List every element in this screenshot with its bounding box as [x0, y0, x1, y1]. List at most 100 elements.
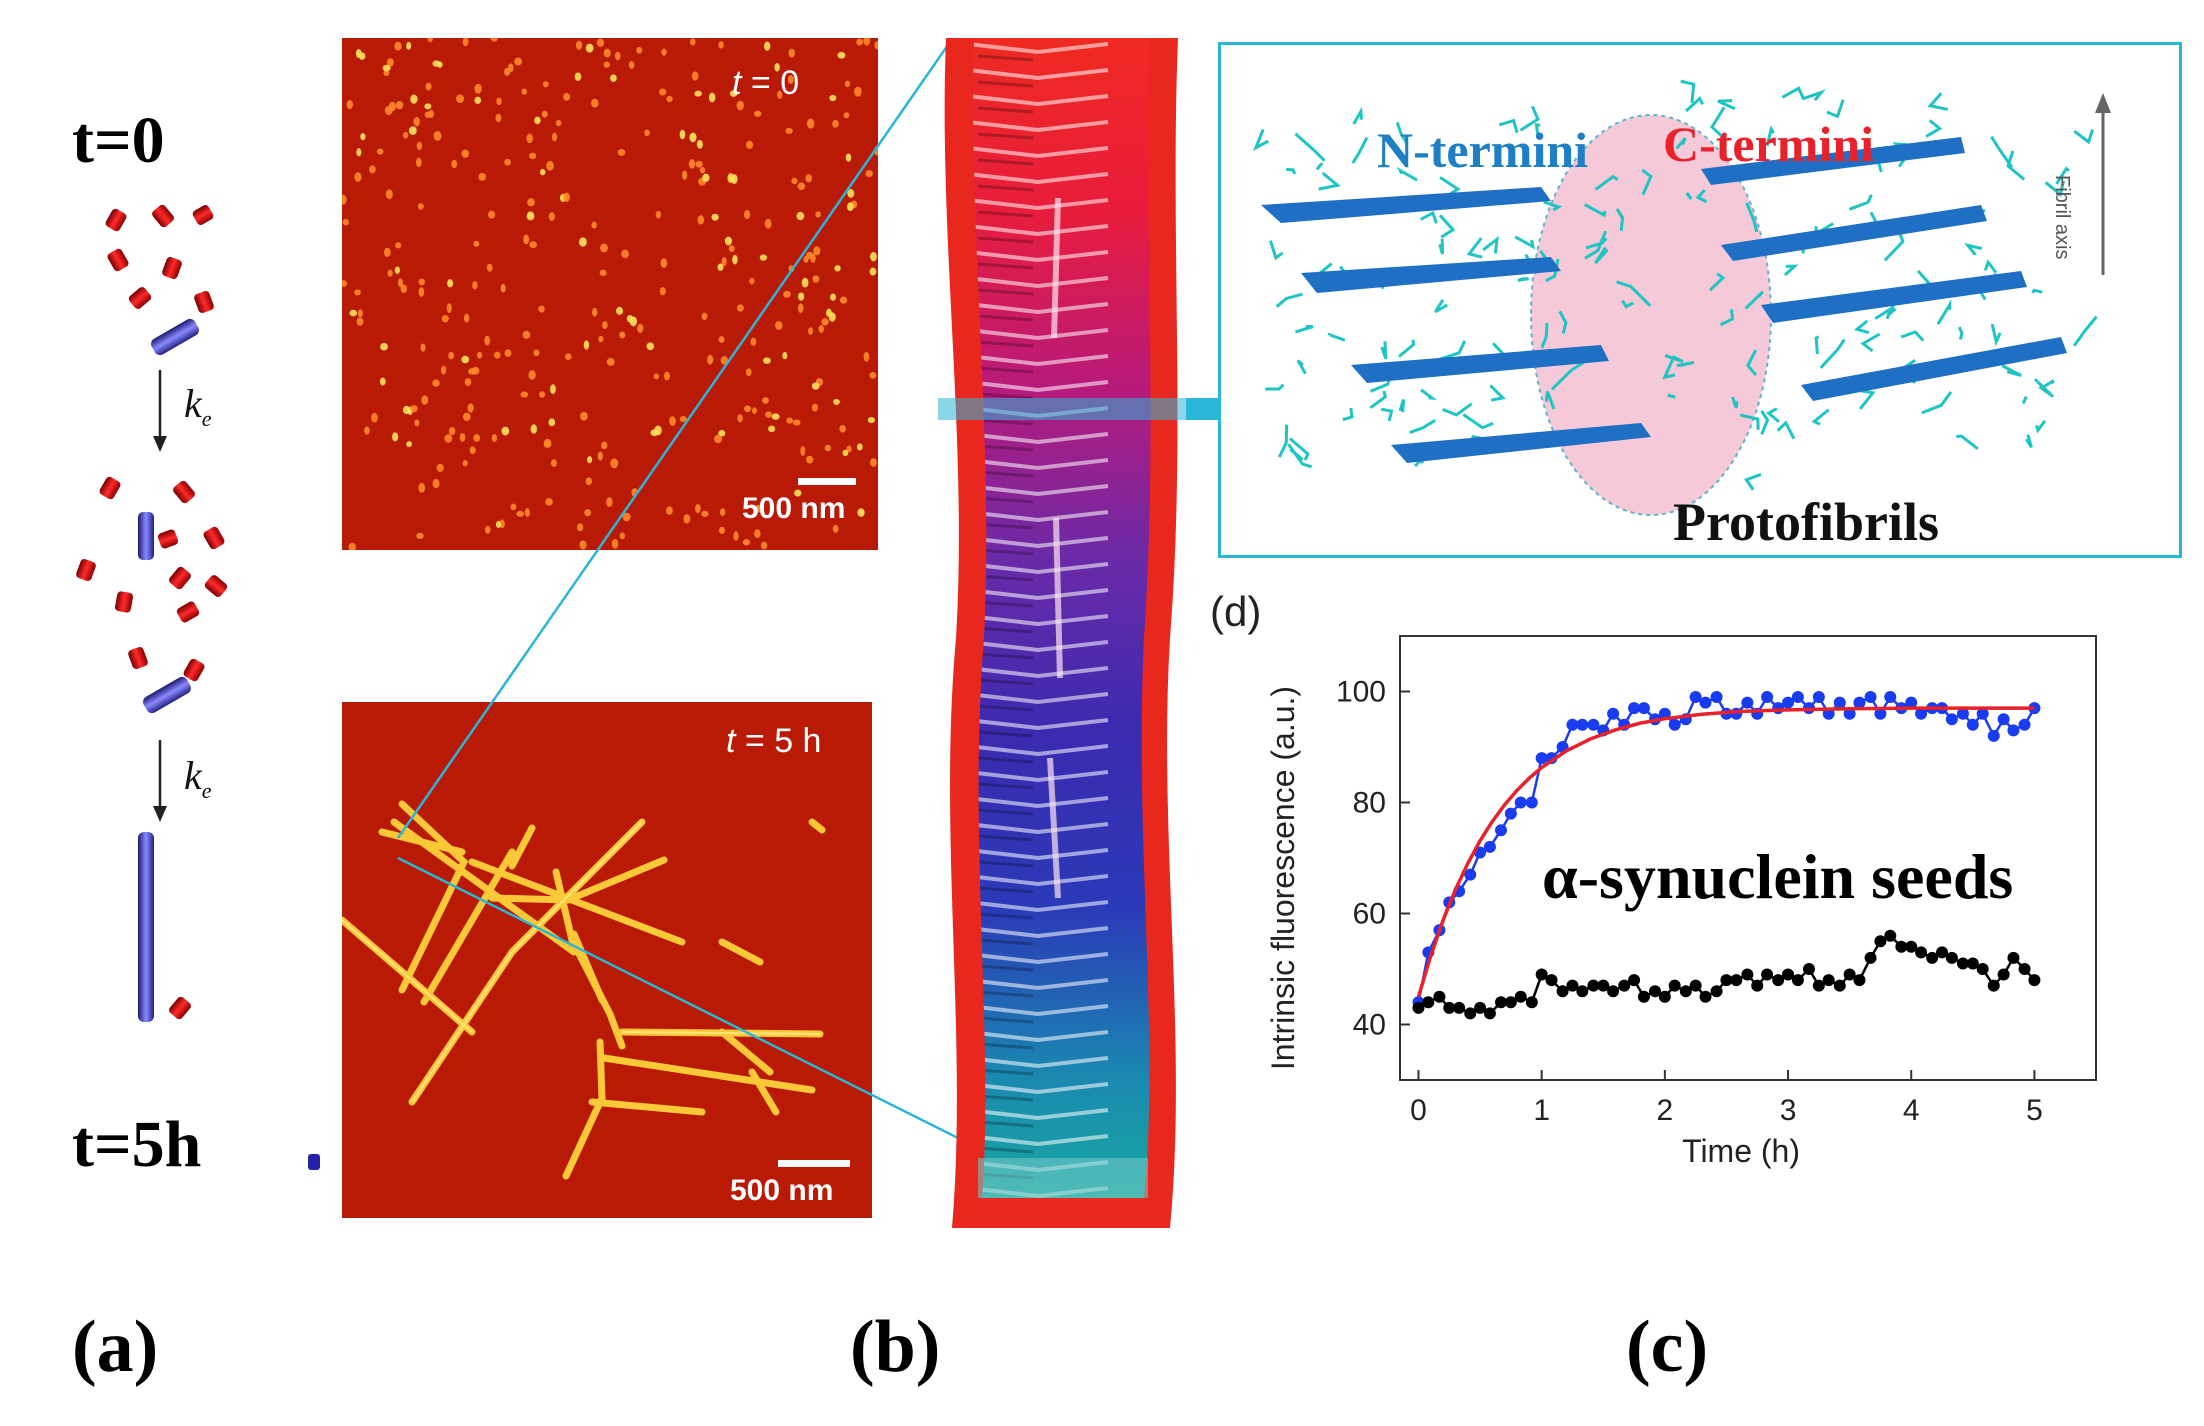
unseeded-point — [1956, 957, 1969, 970]
unseeded-point — [2018, 963, 2031, 975]
unseeded-point — [1556, 985, 1569, 998]
seeded-point — [1464, 868, 1477, 881]
seeded-point — [1710, 691, 1723, 704]
unseeded-point — [1751, 979, 1764, 992]
unseeded-point — [1495, 996, 1508, 1009]
unseeded-point — [1720, 974, 1733, 987]
unseeded-point — [1853, 974, 1866, 987]
scale-bar-label: 500 nm — [742, 492, 846, 525]
unseeded-point — [1710, 985, 1723, 998]
afm-time-label: t = 0 — [732, 64, 800, 102]
afm-image-t0: t = 0 500 nm — [342, 38, 878, 550]
unseeded-point — [1987, 979, 2000, 992]
unseeded-point — [2028, 974, 2041, 987]
x-tick-label: 4 — [1903, 1094, 1920, 1127]
unseeded-point — [1689, 979, 1702, 992]
unseeded-point — [1597, 979, 1610, 992]
unseeded-point — [1483, 1007, 1496, 1020]
x-tick-label: 2 — [1657, 1094, 1674, 1127]
unseeded-point — [1443, 1001, 1456, 1014]
seeded-point — [1637, 702, 1650, 715]
unseeded-point — [1730, 974, 1743, 987]
fibril-axis-label: Fibril axis — [2051, 175, 2073, 260]
unseeded-point — [1864, 951, 1877, 964]
unseeded-point — [1833, 979, 1846, 992]
arrow-down-icon — [153, 370, 167, 452]
unseeded-point — [1464, 1007, 1477, 1020]
protofibrils-title: Protofibrils — [1673, 492, 1939, 552]
seeded-point — [2007, 724, 2020, 737]
unseeded-point — [1926, 951, 1939, 964]
fibril-3d-model — [938, 38, 1188, 1228]
fluorescence-chart: 0 1 2 3 4 5 40 60 80 100 Time (h) Intrinsic fluores… — [1265, 635, 2097, 1169]
unseeded-point — [2007, 951, 2020, 964]
seeded-point — [1483, 840, 1496, 853]
seeded-point — [1997, 713, 2010, 726]
scale-bar — [778, 1160, 850, 1167]
seeded-point — [1761, 691, 1774, 704]
seeded-point — [1782, 696, 1795, 709]
y-tick-label: 60 — [1353, 898, 1386, 931]
seeded-point — [1504, 807, 1517, 820]
unseeded-point — [1658, 990, 1671, 1003]
unseeded-point — [1514, 990, 1527, 1003]
x-axis-label: Time (h) — [1682, 1133, 1800, 1169]
seeded-point — [1843, 707, 1856, 720]
seeded-point — [1945, 713, 1958, 726]
unseeded-point — [1699, 990, 1712, 1003]
unseeded-point — [1576, 985, 1589, 998]
unseeded-point — [1422, 996, 1435, 1009]
unseeded-point — [1453, 1001, 1466, 1014]
seeded-point — [1874, 707, 1887, 720]
end-time-label: t=5h — [72, 1108, 202, 1181]
y-tick-label: 40 — [1353, 1009, 1386, 1042]
panel-a-letter: (a) — [72, 1306, 159, 1388]
afm-time-label: t = 5 h — [726, 722, 822, 760]
unseeded-point — [1997, 968, 2010, 981]
seeded-point — [1791, 691, 1804, 704]
rate-constant-label: ke — [184, 753, 212, 803]
unseeded-point — [1791, 974, 1804, 987]
seeded-point — [1864, 691, 1877, 704]
afm-particles — [342, 38, 878, 550]
unseeded-point — [1812, 979, 1825, 992]
scale-bar — [798, 478, 856, 485]
unseeded-point — [1628, 974, 1641, 987]
seeded-point — [1668, 718, 1681, 731]
y-tick-label: 80 — [1353, 787, 1386, 820]
seeded-point — [1699, 696, 1712, 709]
unseeded-point — [1843, 968, 1856, 981]
seeded-point — [1966, 718, 1979, 731]
seeded-point — [1905, 696, 1918, 709]
unseeded-point — [1761, 968, 1774, 981]
unseeded-point — [1607, 985, 1620, 998]
unseeded-point — [1412, 1001, 1425, 1014]
seeded-point — [2018, 718, 2031, 731]
plot-frame — [1399, 635, 2097, 1081]
monomer-cluster-2 — [76, 476, 228, 714]
seeded-point — [1987, 729, 2000, 742]
seeded-point — [1535, 752, 1548, 765]
unseeded-point — [1822, 974, 1835, 987]
seeded-point — [1689, 691, 1702, 704]
unseeded-point — [1618, 979, 1631, 992]
unseeded-point — [1433, 990, 1446, 1003]
x-tick-label: 1 — [1533, 1094, 1550, 1127]
panel-b-letter: (b) — [850, 1306, 941, 1388]
panel-c-letter: (c) — [1626, 1306, 1709, 1388]
monomer-cluster-1 — [105, 204, 214, 356]
panel-d-label: (d) — [1210, 588, 1262, 635]
arrow-down-icon — [153, 740, 167, 822]
unseeded-point — [1976, 963, 1989, 975]
seeded-point — [1566, 718, 1579, 731]
x-tick-label: 0 — [1410, 1094, 1427, 1127]
unseeded-point — [1566, 979, 1579, 992]
fibril-final — [138, 832, 191, 1022]
unseeded-point — [1637, 990, 1650, 1003]
unseeded-point — [1945, 951, 1958, 964]
unseeded-point — [1905, 940, 1918, 953]
unseeded-point — [1915, 946, 1928, 959]
unseeded-point — [1895, 940, 1908, 953]
seeded-point — [1607, 707, 1620, 720]
seeded-point — [1576, 718, 1589, 731]
